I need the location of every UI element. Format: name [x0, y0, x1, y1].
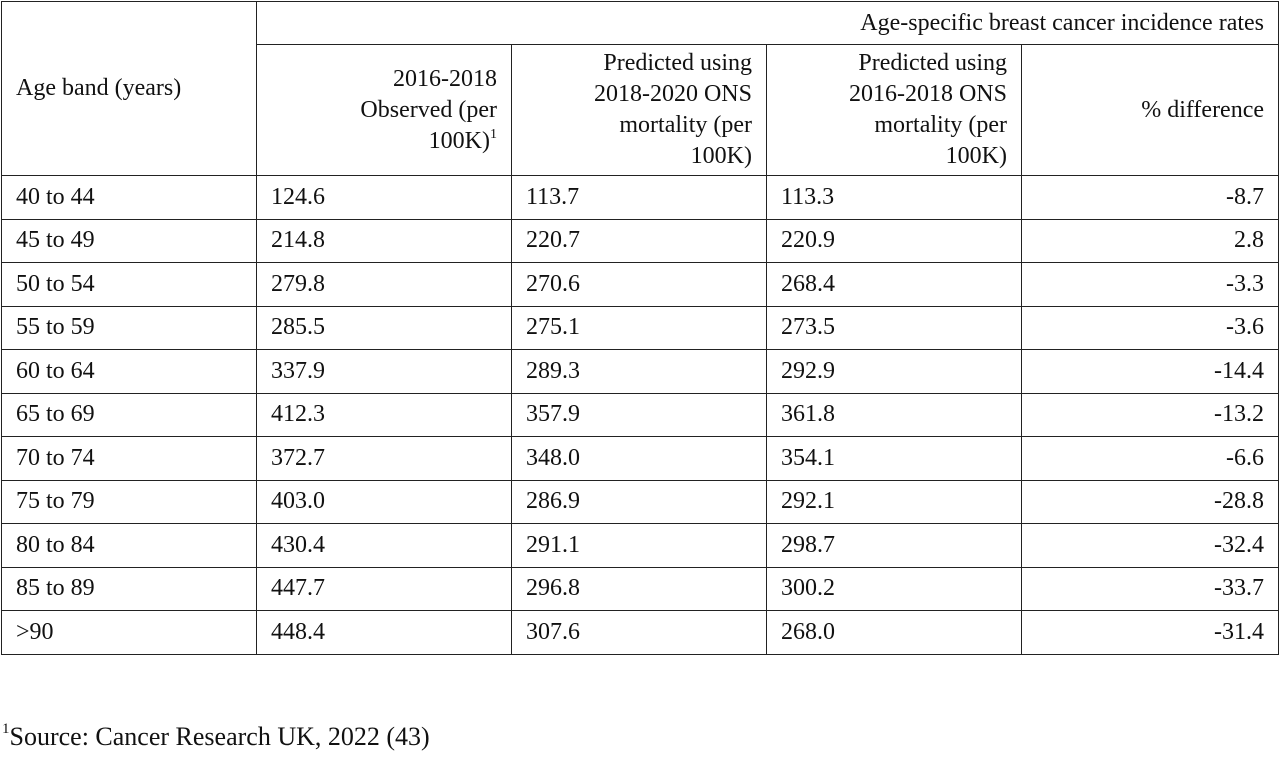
header-pred2-line: Predicted using	[858, 50, 1007, 76]
table-row: 55 to 59 285.5 275.1 273.5 -3.6	[1, 305, 1280, 350]
cell-age: 70 to 74	[1, 436, 257, 481]
footnote-marker: 1	[490, 126, 497, 142]
cell-pct-diff: -33.7	[1020, 566, 1280, 611]
cell-observed: 124.6	[256, 175, 512, 220]
incidence-rates-table: Age band (years) Age-specific breast can…	[1, 1, 1280, 655]
cell-pred-2018-2020: 113.7	[511, 175, 767, 220]
table-row: 45 to 49 214.8 220.7 220.9 2.8	[1, 218, 1280, 263]
footnote-marker: 1	[2, 721, 10, 737]
cell-observed: 279.8	[256, 262, 512, 307]
cell-age: 50 to 54	[1, 262, 257, 307]
table-row: 80 to 84 430.4 291.1 298.7 -32.4	[1, 523, 1280, 568]
header-pred2-line: 100K)	[945, 143, 1007, 169]
header-pred1-line: Predicted using	[603, 50, 752, 76]
header-observed-line: Observed (per	[360, 96, 497, 123]
cell-age: 80 to 84	[1, 523, 257, 568]
cell-age: 45 to 49	[1, 218, 257, 263]
table-row: 50 to 54 279.8 270.6 268.4 -3.3	[1, 262, 1280, 307]
header-observed-line: 100K)	[428, 127, 490, 154]
cell-observed: 430.4	[256, 523, 512, 568]
cell-pct-diff: 2.8	[1020, 218, 1280, 263]
cell-pred-2016-2018: 268.4	[766, 262, 1022, 307]
table-body: 40 to 44 124.6 113.7 113.3 -8.7 45 to 49…	[1, 175, 1280, 655]
cell-observed: 448.4	[256, 610, 512, 655]
cell-age: 65 to 69	[1, 392, 257, 437]
cell-pred-2016-2018: 273.5	[766, 305, 1022, 350]
header-pred1-line: mortality (per	[619, 112, 752, 138]
cell-pred-2018-2020: 307.6	[511, 610, 767, 655]
cell-pct-diff: -3.3	[1020, 262, 1280, 307]
header-age-band-text: Age band (years)	[16, 75, 182, 101]
cell-pct-diff: -8.7	[1020, 175, 1280, 220]
cell-pred-2016-2018: 292.1	[766, 479, 1022, 524]
cell-pred-2016-2018: 300.2	[766, 566, 1022, 611]
cell-pct-diff: -3.6	[1020, 305, 1280, 350]
table-row: 85 to 89 447.7 296.8 300.2 -33.7	[1, 566, 1280, 611]
table-row: 65 to 69 412.3 357.9 361.8 -13.2	[1, 392, 1280, 437]
cell-pct-diff: -14.4	[1020, 349, 1280, 394]
header-pred1-line: 2018-2020 ONS	[593, 81, 752, 107]
table-row: 40 to 44 124.6 113.7 113.3 -8.7	[1, 175, 1280, 220]
table-row: 70 to 74 372.7 348.0 354.1 -6.6	[1, 436, 1280, 481]
cell-age: 40 to 44	[1, 175, 257, 220]
cell-pred-2018-2020: 286.9	[511, 479, 767, 524]
cell-age: 55 to 59	[1, 305, 257, 350]
cell-pred-2018-2020: 296.8	[511, 566, 767, 611]
header-age-band: Age band (years)	[1, 1, 257, 176]
cell-observed: 214.8	[256, 218, 512, 263]
header-pred1-line: 100K)	[690, 143, 752, 169]
column-header-row: 2016-2018 Observed (per 100K)1 Predicted…	[2, 44, 1280, 176]
cell-observed: 403.0	[256, 479, 512, 524]
cell-pct-diff: -13.2	[1020, 392, 1280, 437]
header-observed-line: 2016-2018	[393, 65, 497, 92]
header-predicted-2018-2020: Predicted using 2018-2020 ONS mortality …	[511, 44, 767, 176]
cell-pred-2018-2020: 275.1	[511, 305, 767, 350]
cell-pred-2018-2020: 348.0	[511, 436, 767, 481]
cell-age: 75 to 79	[1, 479, 257, 524]
cell-age: >90	[1, 610, 257, 655]
cell-pred-2016-2018: 220.9	[766, 218, 1022, 263]
cell-pred-2016-2018: 268.0	[766, 610, 1022, 655]
cell-pred-2016-2018: 298.7	[766, 523, 1022, 568]
cell-pred-2018-2020: 289.3	[511, 349, 767, 394]
cell-observed: 412.3	[256, 392, 512, 437]
table-row: 60 to 64 337.9 289.3 292.9 -14.4	[1, 349, 1280, 394]
cell-observed: 337.9	[256, 349, 512, 394]
cell-age: 85 to 89	[1, 566, 257, 611]
cell-pct-diff: -32.4	[1020, 523, 1280, 568]
cell-pred-2016-2018: 361.8	[766, 392, 1022, 437]
cell-pred-2016-2018: 113.3	[766, 175, 1022, 220]
cell-pct-diff: -6.6	[1020, 436, 1280, 481]
cell-observed: 447.7	[256, 566, 512, 611]
cell-pred-2018-2020: 291.1	[511, 523, 767, 568]
source-footnote: 1Source: Cancer Research UK, 2022 (43)	[2, 722, 430, 752]
cell-pred-2018-2020: 270.6	[511, 262, 767, 307]
header-pred2-line: mortality (per	[874, 112, 1007, 138]
header-predicted-2016-2018: Predicted using 2016-2018 ONS mortality …	[766, 44, 1022, 176]
header-observed: 2016-2018 Observed (per 100K)1	[256, 44, 512, 176]
table-row: >90 448.4 307.6 268.0 -31.4	[1, 610, 1280, 655]
cell-observed: 372.7	[256, 436, 512, 481]
cell-pct-diff: -28.8	[1020, 479, 1280, 524]
header-pct-difference-text: % difference	[1141, 96, 1265, 123]
cell-pred-2016-2018: 354.1	[766, 436, 1022, 481]
header-pct-difference: % difference	[1020, 44, 1280, 176]
footnote-text: Source: Cancer Research UK, 2022 (43)	[9, 722, 430, 751]
cell-age: 60 to 64	[1, 349, 257, 394]
table-row: 75 to 79 403.0 286.9 292.1 -28.8	[1, 479, 1280, 524]
cell-pred-2018-2020: 357.9	[511, 392, 767, 437]
header-pred2-line: 2016-2018 ONS	[848, 81, 1007, 107]
cell-pred-2016-2018: 292.9	[766, 349, 1022, 394]
header-super: Age-specific breast cancer incidence rat…	[255, 1, 1280, 45]
super-header-row: Age band (years) Age-specific breast can…	[1, 1, 1280, 176]
cell-pred-2018-2020: 220.7	[511, 218, 767, 263]
header-super-text: Age-specific breast cancer incidence rat…	[860, 9, 1265, 36]
cell-pct-diff: -31.4	[1020, 610, 1280, 655]
cell-observed: 285.5	[256, 305, 512, 350]
